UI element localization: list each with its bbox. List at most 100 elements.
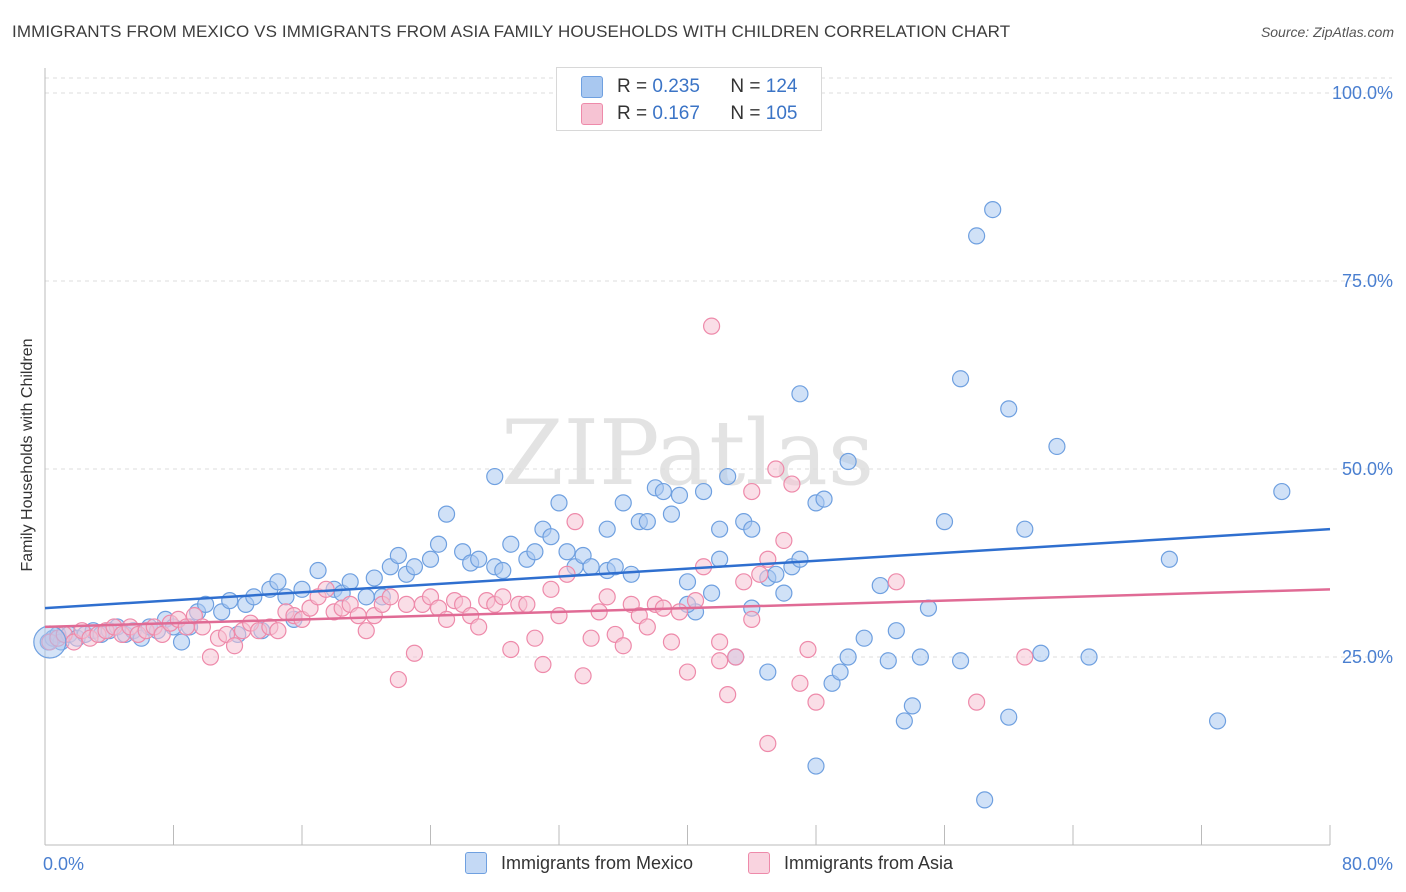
asia-point [405, 644, 424, 662]
mexico-point [269, 573, 287, 591]
mexico-point [172, 633, 191, 651]
mexico-point [839, 452, 857, 471]
asia-point [767, 460, 785, 478]
mexico-point [1048, 437, 1066, 456]
asia-point [807, 693, 825, 711]
mexico-n-label: N = [730, 76, 761, 97]
mexico-point [598, 520, 616, 538]
asia-point [759, 734, 777, 753]
asia-point [686, 592, 705, 610]
mexico-point [1273, 482, 1291, 501]
chart-title: IMMIGRANTS FROM MEXICO VS IMMIGRANTS FRO… [12, 22, 1011, 41]
mexico-point [437, 505, 456, 523]
mexico-point [502, 535, 520, 553]
asia-point [494, 588, 512, 606]
mexico-point [1032, 644, 1050, 662]
mexico-point [654, 482, 673, 501]
watermark: ZIPatlas [501, 401, 874, 506]
legend-item-asia[interactable]: Immigrants from Asia [748, 852, 953, 874]
mexico-point [775, 584, 793, 602]
mexico-point [919, 599, 938, 617]
stats-legend: R = 0.235 N = 124 R = 0.167 N = 105 [556, 67, 822, 131]
asia-point [518, 595, 536, 613]
mexico-point [968, 227, 986, 245]
mexico-point [791, 550, 809, 568]
mexico-point [911, 648, 930, 666]
mexico-r-label: R = [617, 76, 648, 97]
mexico-point [606, 558, 624, 576]
asia-r-value: 0.167 [652, 103, 700, 124]
mexico-n-value: 124 [765, 76, 798, 97]
asia-point [201, 648, 220, 666]
asia-point [719, 686, 737, 704]
mexico-point [277, 588, 295, 606]
asia-point [574, 667, 592, 685]
mexico-point [719, 467, 737, 486]
mexico-legend-swatch [465, 852, 487, 874]
mexico-point [895, 712, 913, 730]
mexico-point [711, 520, 729, 538]
y-tick-label: 25.0% [1342, 647, 1393, 667]
mexico-point [558, 543, 576, 561]
asia-point [735, 573, 753, 591]
mexico-point [670, 486, 689, 504]
mexico-point [951, 652, 970, 670]
mexico-point [197, 595, 215, 613]
asia-point [887, 573, 905, 591]
mexico-point [309, 561, 327, 580]
asia-point [550, 607, 568, 625]
mexico-point [743, 520, 761, 538]
asia-point [397, 595, 416, 613]
asia-point [702, 317, 721, 335]
mexico-cluster-point [33, 625, 67, 659]
legend-row-asia: R = 0.167 N = 105 [581, 102, 797, 126]
asia-point [783, 475, 801, 493]
mexico-point [341, 573, 359, 591]
mexico-point [421, 550, 440, 568]
mexico-point [1000, 400, 1018, 418]
asia-point [558, 565, 576, 583]
asia-point [662, 633, 681, 651]
mexico-point [221, 592, 239, 610]
y-tick-label: 100.0% [1332, 83, 1393, 103]
mexico-point [582, 558, 600, 576]
asia-point [542, 580, 560, 598]
mexico-point [293, 580, 311, 598]
asia-point [381, 588, 399, 606]
mexico-point [526, 543, 544, 561]
legend-item-mexico[interactable]: Immigrants from Mexico [465, 852, 693, 874]
mexico-point [855, 629, 873, 647]
asia-point [751, 565, 769, 583]
mexico-legend-label: Immigrants from Mexico [501, 852, 694, 873]
asia-point [470, 618, 488, 636]
mexico-point [935, 513, 954, 531]
mexico-swatch [581, 76, 603, 98]
mexico-point [429, 535, 448, 553]
asia-point [638, 618, 656, 636]
mexico-point [702, 584, 721, 602]
mexico-point [614, 494, 632, 512]
y-tick-label: 50.0% [1342, 459, 1393, 479]
mexico-point [807, 757, 825, 775]
mexico-point [711, 550, 729, 568]
source-label: Source: ZipAtlas.com [1260, 24, 1394, 40]
asia-point [566, 513, 584, 531]
asia-point [357, 622, 375, 640]
asia-point [743, 482, 761, 501]
mexico-point [550, 494, 568, 512]
asia-point [775, 531, 793, 550]
mexico-point [903, 697, 921, 715]
asia-trend-line [44, 588, 1331, 629]
mexico-point [1208, 712, 1227, 730]
asia-point [743, 610, 761, 629]
asia-legend-label: Immigrants from Asia [784, 852, 954, 873]
asia-point [269, 622, 287, 640]
legend-row-mexico: R = 0.235 N = 124 [581, 75, 797, 99]
y-tick-label: 75.0% [1342, 271, 1393, 291]
asia-point [670, 603, 689, 621]
asia-point [711, 652, 729, 670]
asia-point [389, 670, 407, 689]
asia-point [526, 629, 544, 647]
x-tick-label-min: 0.0% [43, 854, 84, 874]
